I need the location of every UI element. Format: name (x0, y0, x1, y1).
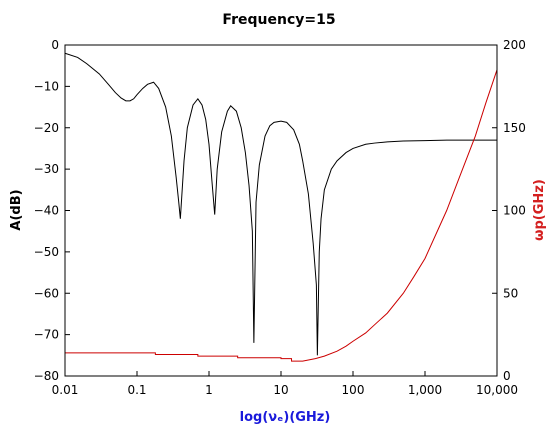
y-left-tick-label: −70 (34, 328, 59, 342)
y-axis-left-label: A(dB) (9, 189, 24, 230)
y-right-tick-label: 100 (503, 204, 526, 218)
y-right-tick-label: 0 (503, 369, 511, 383)
x-tick-label: 10 (273, 383, 288, 397)
y-left-tick-label: −10 (34, 79, 59, 93)
chart-title: Frequency=15 (222, 12, 335, 28)
y-axis-right: 0 50 100 150 200 (492, 38, 526, 383)
x-tick-label: 1,000 (408, 383, 442, 397)
x-axis: 0.01 0.1 1 10 100 1,000 10,000 (52, 371, 518, 397)
plot-lines (64, 52, 498, 362)
x-tick-label: 0.01 (52, 383, 79, 397)
x-tick-label: 1 (205, 383, 213, 397)
y-axis-left: 0 −10 −20 −30 −40 −50 −60 −70 −80 (34, 38, 70, 383)
series-line-left (64, 52, 497, 356)
y-axis-right-label: ωp(GHz) (532, 179, 547, 241)
x-axis-label: log(νₑ)(GHz) (240, 410, 331, 425)
y-left-tick-label: 0 (51, 38, 59, 52)
y-left-tick-label: −40 (34, 204, 59, 218)
series-line-right (65, 69, 498, 362)
y-right-tick-label: 200 (503, 38, 526, 52)
x-tick-label: 10,000 (476, 383, 518, 397)
y-left-tick-label: −50 (34, 245, 59, 259)
y-left-tick-label: −20 (34, 121, 59, 135)
y-left-tick-label: −60 (34, 286, 59, 300)
x-tick-label: 100 (342, 383, 365, 397)
y-left-tick-label: −80 (34, 369, 59, 383)
y-left-tick-label: −30 (34, 162, 59, 176)
x-tick-label: 0.1 (127, 383, 146, 397)
y-right-tick-label: 50 (503, 286, 518, 300)
y-right-tick-label: 150 (503, 121, 526, 135)
